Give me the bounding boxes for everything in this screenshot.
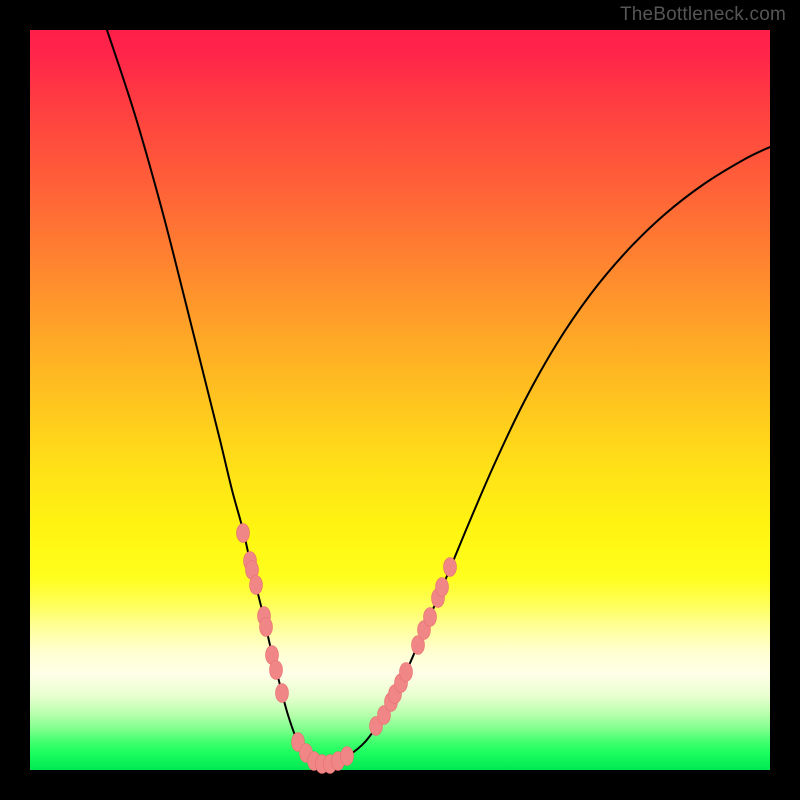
curve-marker <box>400 663 413 682</box>
curve-marker <box>250 576 263 595</box>
watermark-text: TheBottleneck.com <box>620 4 786 26</box>
curve-marker <box>270 661 283 680</box>
curve-marker <box>436 578 449 597</box>
curve-marker <box>444 558 457 577</box>
chart-svg <box>0 0 800 800</box>
plot-background <box>30 30 770 770</box>
curve-marker <box>341 747 354 766</box>
curve-marker <box>237 524 250 543</box>
curve-marker <box>276 684 289 703</box>
curve-marker <box>260 618 273 637</box>
curve-marker <box>424 608 437 627</box>
